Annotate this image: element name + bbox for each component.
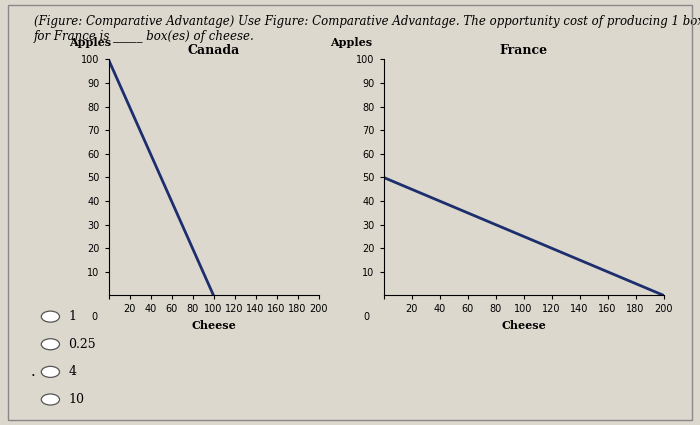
X-axis label: Cheese: Cheese	[191, 320, 236, 331]
Text: for France is _____ box(es) of cheese.: for France is _____ box(es) of cheese.	[34, 30, 254, 43]
Text: 0.25: 0.25	[69, 338, 96, 351]
Title: France: France	[500, 44, 547, 57]
Text: (Figure: Comparative Advantage) Use Figure: Comparative Advantage. The opportuni: (Figure: Comparative Advantage) Use Figu…	[34, 15, 700, 28]
Circle shape	[41, 311, 60, 322]
Circle shape	[41, 339, 60, 350]
X-axis label: Cheese: Cheese	[501, 320, 546, 331]
Title: Canada: Canada	[188, 44, 239, 57]
Circle shape	[41, 366, 60, 377]
Text: 0: 0	[92, 312, 98, 322]
Text: Apples: Apples	[69, 37, 111, 48]
Text: 1: 1	[69, 310, 76, 323]
Text: 0: 0	[363, 312, 370, 322]
Text: 4: 4	[69, 366, 76, 378]
Text: Apples: Apples	[330, 37, 372, 48]
Text: 10: 10	[69, 393, 85, 406]
Circle shape	[41, 394, 60, 405]
Text: .: .	[31, 365, 35, 379]
